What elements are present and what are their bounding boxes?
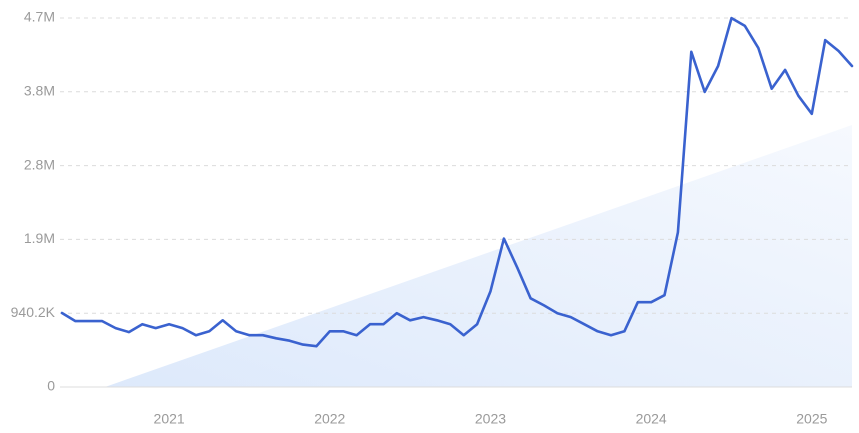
y-tick-label: 3.8M	[24, 83, 55, 99]
y-tick-label: 4.7M	[24, 9, 55, 25]
x-tick-label: 2021	[154, 411, 185, 427]
x-tick-label: 2022	[314, 411, 345, 427]
x-tick-label: 2024	[636, 411, 667, 427]
y-tick-label: 940.2K	[11, 304, 56, 320]
x-tick-label: 2025	[796, 411, 827, 427]
y-tick-label: 1.9M	[24, 230, 55, 246]
data-line	[60, 16, 854, 348]
y-tick-label: 2.8M	[24, 156, 55, 172]
trend-area	[105, 125, 852, 387]
y-tick-label: 0	[47, 378, 55, 394]
x-tick-label: 2023	[475, 411, 506, 427]
